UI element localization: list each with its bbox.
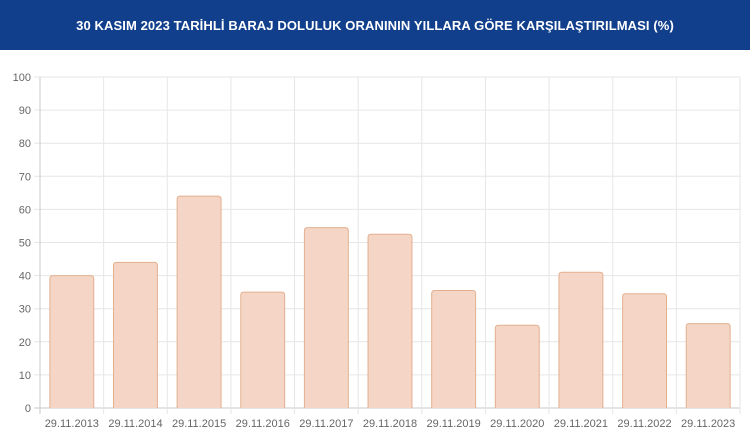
x-tick-label: 29.11.2022 xyxy=(617,418,671,430)
bar-29.11.2018 xyxy=(367,233,413,408)
grid xyxy=(34,76,741,414)
x-tick-label: 29.11.2017 xyxy=(299,418,353,430)
bar-29.11.2023 xyxy=(685,323,731,408)
x-tick-label: 29.11.2018 xyxy=(363,418,417,430)
bar-29.11.2022 xyxy=(622,293,667,408)
chart-header: 30 KASIM 2023 TARİHLİ BARAJ DOLULUK ORAN… xyxy=(0,0,750,50)
y-tick-label: 90 xyxy=(19,105,31,117)
chart-title: 30 KASIM 2023 TARİHLİ BARAJ DOLULUK ORAN… xyxy=(76,17,674,33)
y-tick-label: 30 xyxy=(19,304,31,316)
y-tick-label: 60 xyxy=(19,204,31,216)
bar-29.11.2019 xyxy=(431,289,477,408)
y-tick-label: 0 xyxy=(25,403,31,415)
bar-29.11.2013 xyxy=(49,275,95,408)
y-tick-label: 40 xyxy=(19,271,31,283)
bars xyxy=(49,195,731,408)
bar-29.11.2020 xyxy=(494,324,540,408)
bar-29.11.2014 xyxy=(113,261,158,408)
y-axis-ticks: 0 10 20 30 40 50 60 70 80 90 100 xyxy=(13,72,31,415)
x-tick-label: 29.11.2015 xyxy=(172,418,226,430)
x-tick-label: 29.11.2021 xyxy=(554,418,608,430)
x-tick-label: 29.11.2014 xyxy=(108,418,162,430)
bar-29.11.2021 xyxy=(558,271,604,408)
x-tick-label: 29.11.2016 xyxy=(236,418,290,430)
y-tick-label: 80 xyxy=(19,138,31,150)
x-tick-label: 29.11.2019 xyxy=(427,418,481,430)
x-tick-label: 29.11.2020 xyxy=(490,418,544,430)
y-tick-label: 10 xyxy=(19,370,31,382)
bar-29.11.2016 xyxy=(240,291,286,408)
y-tick-label: 70 xyxy=(19,171,31,183)
x-tick-label: 29.11.2023 xyxy=(681,418,735,430)
bar-29.11.2015 xyxy=(176,195,222,408)
y-tick-label: 100 xyxy=(13,72,31,84)
x-tick-label: 29.11.2013 xyxy=(45,418,99,430)
bar-29.11.2017 xyxy=(303,227,349,408)
x-axis-ticks: 29.11.2013 29.11.2014 29.11.2015 29.11.2016… xyxy=(45,418,736,430)
y-tick-label: 50 xyxy=(19,238,31,250)
y-tick-label: 20 xyxy=(19,337,31,349)
chart-area: 0 10 20 30 40 50 60 70 80 90 100 29.11.2013 29.11.2… xyxy=(0,50,750,443)
